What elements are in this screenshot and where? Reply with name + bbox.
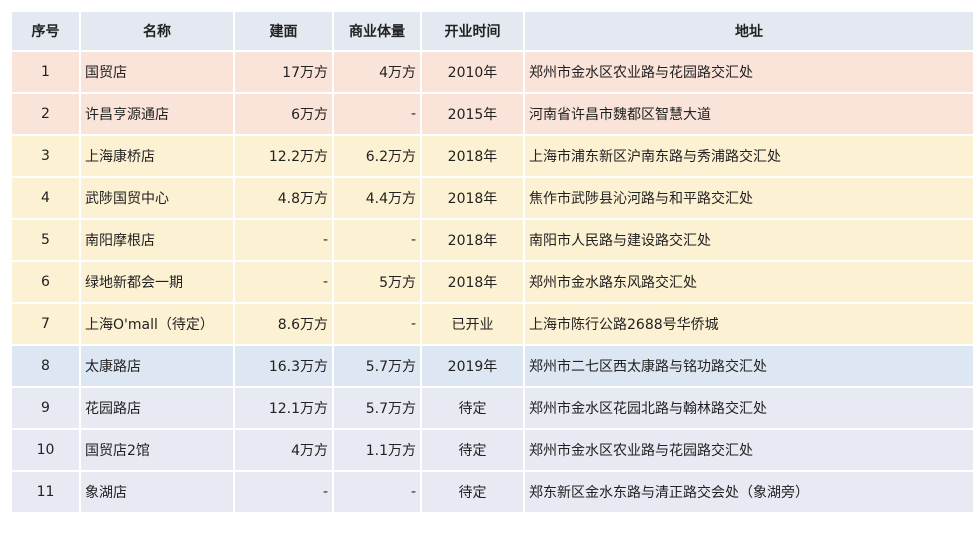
cell-open: 2015年 <box>420 92 525 136</box>
header-commercial: 商业体量 <box>332 10 422 52</box>
cell-address: 南阳市人民路与建设路交汇处 <box>523 218 975 262</box>
cell-no: 8 <box>10 344 81 388</box>
cell-area: 16.3万方 <box>233 344 334 388</box>
cell-name: 太康路店 <box>79 344 235 388</box>
cell-open: 待定 <box>420 386 525 430</box>
cell-commercial: - <box>332 218 422 262</box>
cell-open: 2018年 <box>420 176 525 220</box>
cell-commercial: 1.1万方 <box>332 428 422 472</box>
cell-commercial: - <box>332 470 422 514</box>
cell-commercial: 5万方 <box>332 260 422 304</box>
cell-area: - <box>233 260 334 304</box>
table-body: 1 国贸店 17万方 4万方 2010年 郑州市金水区农业路与花园路交汇处 2 许昌亨源通店 6… <box>10 50 975 514</box>
cell-open: 2018年 <box>420 260 525 304</box>
cell-commercial: - <box>332 92 422 136</box>
cell-name: 绿地新都会一期 <box>79 260 235 304</box>
cell-area: 4万方 <box>233 428 334 472</box>
cell-address: 郑州市二七区西太康路与铭功路交汇处 <box>523 344 975 388</box>
cell-commercial: 4万方 <box>332 50 422 94</box>
table-row: 4 武陟国贸中心 4.8万方 4.4万方 2018年 焦作市武陟县沁河路与和平路交汇处 <box>10 176 975 220</box>
cell-address: 河南省许昌市魏都区智慧大道 <box>523 92 975 136</box>
cell-area: 17万方 <box>233 50 334 94</box>
cell-no: 2 <box>10 92 81 136</box>
cell-open: 2010年 <box>420 50 525 94</box>
table-row: 9 花园路店 12.1万方 5.7万方 待定 郑州市金水区花园北路与翰林路交汇处 <box>10 386 975 430</box>
cell-name: 国贸店2馆 <box>79 428 235 472</box>
cell-address: 郑州市金水区农业路与花园路交汇处 <box>523 50 975 94</box>
cell-no: 6 <box>10 260 81 304</box>
table-row: 10 国贸店2馆 4万方 1.1万方 待定 郑州市金水区农业路与花园路交汇处 <box>10 428 975 472</box>
header-name: 名称 <box>79 10 235 52</box>
cell-no: 11 <box>10 470 81 514</box>
cell-commercial: 6.2万方 <box>332 134 422 178</box>
cell-address: 焦作市武陟县沁河路与和平路交汇处 <box>523 176 975 220</box>
cell-name: 花园路店 <box>79 386 235 430</box>
cell-open: 待定 <box>420 470 525 514</box>
cell-commercial: 5.7万方 <box>332 386 422 430</box>
cell-name: 南阳摩根店 <box>79 218 235 262</box>
cell-area: - <box>233 218 334 262</box>
cell-open: 2018年 <box>420 218 525 262</box>
cell-name: 许昌亨源通店 <box>79 92 235 136</box>
cell-no: 10 <box>10 428 81 472</box>
cell-name: 上海康桥店 <box>79 134 235 178</box>
cell-address: 郑州市金水区农业路与花园路交汇处 <box>523 428 975 472</box>
cell-no: 4 <box>10 176 81 220</box>
cell-address: 郑州市金水路东风路交汇处 <box>523 260 975 304</box>
cell-no: 5 <box>10 218 81 262</box>
cell-commercial: - <box>332 302 422 346</box>
header-no: 序号 <box>10 10 81 52</box>
cell-commercial: 4.4万方 <box>332 176 422 220</box>
cell-no: 1 <box>10 50 81 94</box>
cell-area: - <box>233 470 334 514</box>
cell-no: 9 <box>10 386 81 430</box>
cell-open: 待定 <box>420 428 525 472</box>
table-row: 8 太康路店 16.3万方 5.7万方 2019年 郑州市二七区西太康路与铭功路交汇处 <box>10 344 975 388</box>
cell-name: 上海O'mall（待定） <box>79 302 235 346</box>
cell-address: 上海市浦东新区沪南东路与秀浦路交汇处 <box>523 134 975 178</box>
header-row: 序号 名称 建面 商业体量 开业时间 地址 <box>10 10 975 52</box>
header-address: 地址 <box>523 10 975 52</box>
store-table: 序号 名称 建面 商业体量 开业时间 地址 1 国贸店 17万方 4万方 2010年 郑州… <box>10 10 975 514</box>
cell-name: 象湖店 <box>79 470 235 514</box>
cell-name: 武陟国贸中心 <box>79 176 235 220</box>
cell-open: 2019年 <box>420 344 525 388</box>
cell-commercial: 5.7万方 <box>332 344 422 388</box>
table-row: 3 上海康桥店 12.2万方 6.2万方 2018年 上海市浦东新区沪南东路与秀浦路交汇处 <box>10 134 975 178</box>
cell-area: 6万方 <box>233 92 334 136</box>
header-area: 建面 <box>233 10 334 52</box>
cell-address: 上海市陈行公路2688号华侨城 <box>523 302 975 346</box>
cell-area: 12.1万方 <box>233 386 334 430</box>
cell-open: 2018年 <box>420 134 525 178</box>
cell-area: 12.2万方 <box>233 134 334 178</box>
cell-area: 4.8万方 <box>233 176 334 220</box>
cell-address: 郑东新区金水东路与清正路交会处（象湖旁） <box>523 470 975 514</box>
cell-name: 国贸店 <box>79 50 235 94</box>
table-row: 5 南阳摩根店 - -2018年 南阳市人民路与建设路交汇处 <box>10 218 975 262</box>
table-row: 1 国贸店 17万方 4万方 2010年 郑州市金水区农业路与花园路交汇处 <box>10 50 975 94</box>
cell-address: 郑州市金水区花园北路与翰林路交汇处 <box>523 386 975 430</box>
cell-open: 已开业 <box>420 302 525 346</box>
cell-area: 8.6万方 <box>233 302 334 346</box>
header-open: 开业时间 <box>420 10 525 52</box>
table-row: 2 许昌亨源通店 6万方 -2015年 河南省许昌市魏都区智慧大道 <box>10 92 975 136</box>
cell-no: 7 <box>10 302 81 346</box>
table-row: 6 绿地新都会一期 -5万方 2018年 郑州市金水路东风路交汇处 <box>10 260 975 304</box>
table-row: 7 上海O'mall（待定） 8.6万方 - 已开业 上海市陈行公路2688号华侨城 <box>10 302 975 346</box>
cell-no: 3 <box>10 134 81 178</box>
table-row: 11 象湖店 - - 待定 郑东新区金水东路与清正路交会处（象湖旁） <box>10 470 975 514</box>
